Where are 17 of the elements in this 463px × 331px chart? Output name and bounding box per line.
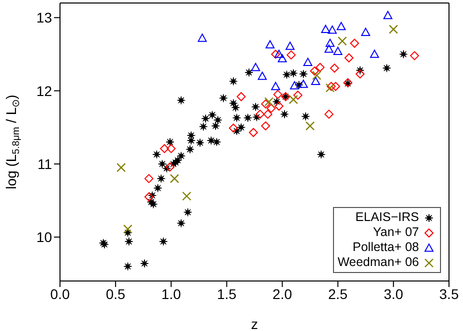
- x-tick-label: 2.5: [328, 286, 348, 302]
- legend-label: Polletta+ 08: [352, 240, 419, 255]
- y-tick-label: 11: [37, 156, 52, 172]
- x-tick-label: 0.5: [106, 286, 126, 302]
- x-tick-label: 1.5: [216, 286, 237, 302]
- y-tick-label: 10: [36, 229, 52, 246]
- x-tick-label: 3.5: [439, 286, 459, 302]
- x-tick-label: 1.0: [161, 286, 182, 302]
- legend-label: Weedman+ 06: [338, 255, 419, 270]
- legend-label: Yan+ 07: [373, 225, 419, 240]
- y-tick-label: 12: [36, 82, 52, 99]
- y-tick-label: 13: [36, 10, 52, 26]
- x-tick-label: 2.0: [272, 286, 292, 302]
- legend-label: ELAIS−IRS: [355, 210, 419, 225]
- x-tick-label: 3.0: [384, 286, 404, 302]
- x-axis-title: z: [251, 316, 258, 331]
- x-tick-label: 0.0: [50, 286, 70, 302]
